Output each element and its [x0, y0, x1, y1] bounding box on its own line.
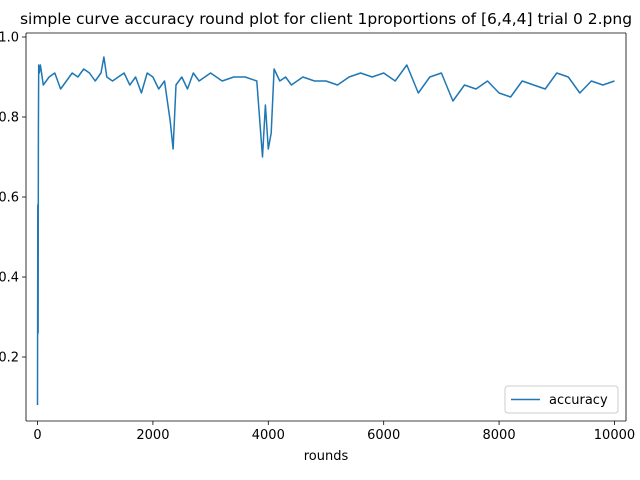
y-tick-label: 0.8 [0, 111, 19, 126]
axes [25, 32, 627, 422]
y-tick-label: 0.4 [0, 271, 19, 286]
y-tick-label: 1.0 [0, 31, 19, 46]
x-axis-label: rounds [304, 449, 349, 464]
series-line-accuracy [36, 56, 615, 406]
tick-layer: 0 2000 4000 6000 8000 10000 0.2 0.4 0.6 0.8 1.0 [0, 31, 635, 444]
x-tick-label: 2000 [136, 428, 169, 443]
legend-label-accuracy: accuracy [549, 393, 608, 408]
x-tick-label: 0 [33, 428, 41, 443]
x-tick-label: 4000 [252, 428, 285, 443]
x-tick-label: 8000 [483, 428, 516, 443]
plot-background [26, 33, 626, 421]
x-tick-label: 6000 [367, 428, 400, 443]
series-layer [36, 56, 615, 406]
y-tick-label: 0.6 [0, 191, 19, 206]
y-tick-label: 0.2 [0, 351, 19, 366]
chart-title: simple curve accuracy round plot for cli… [20, 10, 632, 28]
legend-box [504, 385, 619, 414]
x-tick-label: 10000 [594, 428, 635, 443]
legend: accuracy [504, 385, 619, 414]
plot-area [26, 33, 626, 421]
